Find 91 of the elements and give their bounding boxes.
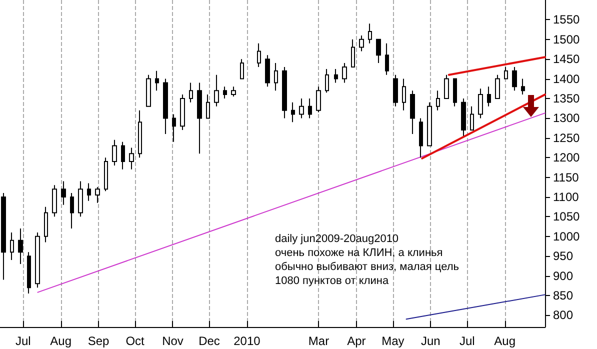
x-tick-label: Aug: [494, 334, 516, 348]
y-tick-label: 850: [553, 288, 574, 302]
y-tick-label: 1250: [553, 130, 580, 145]
candlestick: [274, 62, 278, 92]
candlestick: [512, 66, 517, 92]
candlestick: [487, 86, 491, 107]
candlestick: [495, 74, 500, 99]
candlestick: [10, 232, 14, 261]
candlestick: [155, 70, 159, 92]
candlestick: [521, 78, 525, 96]
candlestick: [265, 54, 270, 88]
candlestick: [121, 141, 125, 170]
x-tick-label: Apr: [347, 334, 366, 348]
candlestick: [351, 38, 355, 68]
candlestick: [393, 74, 398, 107]
candlestick: [359, 34, 364, 52]
y-tick-label: 1350: [553, 91, 580, 106]
candlestick: [112, 139, 117, 166]
candlestick: [282, 66, 287, 119]
candlestick: [291, 102, 295, 123]
candlestick: [70, 192, 74, 230]
candlestick: [376, 38, 381, 64]
candlestick: [146, 74, 151, 107]
candlestick: [206, 94, 210, 119]
candlestick: [27, 252, 31, 294]
x-tick-label: Aug: [50, 334, 72, 348]
y-tick-label: 1400: [553, 72, 580, 86]
candlestick: [453, 78, 457, 107]
candlestick: [436, 90, 440, 111]
candlestick: [385, 42, 389, 76]
candlestick: [240, 58, 244, 80]
candlestick: [444, 74, 449, 99]
candlestick: [504, 66, 508, 80]
y-tick-label: 800: [553, 308, 574, 322]
y-tick-label: 1550: [553, 12, 580, 27]
y-tick-label: 950: [553, 249, 574, 264]
y-tick-label: 1300: [553, 111, 580, 126]
candlestick: [1, 192, 6, 280]
x-tick-label: Oct: [126, 334, 146, 348]
candlestick: [368, 23, 372, 44]
x-tick-label: May: [382, 334, 404, 348]
candlestick: [342, 62, 347, 84]
candlestick: [402, 78, 406, 111]
y-tick-label: 1100: [553, 190, 580, 204]
candlestick: [35, 232, 40, 288]
candlestick: [180, 94, 185, 131]
x-tick-label: Nov: [162, 334, 184, 348]
x-tick-label: Sep: [88, 334, 110, 348]
x-tick-label: Jun: [420, 334, 440, 348]
candlestick: [95, 186, 100, 204]
x-tick-label: Dec: [198, 334, 220, 348]
candlestick: [163, 78, 168, 134]
candlestick: [18, 228, 23, 264]
candlestick: [214, 74, 219, 107]
candlestick: [325, 68, 329, 94]
candlestick: [78, 180, 83, 218]
candlestick: [61, 180, 66, 206]
x-tick-label: Mar: [308, 334, 330, 348]
candlestick: [129, 147, 134, 170]
y-tick-label: 1000: [553, 229, 580, 244]
candlestick: [52, 184, 57, 218]
candlestick: [334, 68, 338, 84]
y-tick-label: 1200: [553, 150, 580, 165]
x-tick-label: Jul: [459, 334, 475, 348]
candlestick: [308, 98, 312, 119]
candlestick: [138, 110, 142, 158]
candlestick: [44, 206, 48, 243]
candlestick: [87, 182, 91, 202]
candlestick: [257, 42, 261, 68]
candlestick: [172, 114, 176, 142]
candlestick: [419, 118, 423, 158]
candlestick: [299, 98, 304, 119]
candlestick: [461, 98, 466, 136]
x-tick-label: Jul: [15, 334, 31, 348]
candlestick: [316, 86, 321, 113]
candlestick: [231, 86, 236, 98]
y-tick-label: 1500: [553, 32, 580, 46]
candlestick: [478, 88, 483, 119]
y-tick-label: 900: [553, 268, 574, 283]
x-tick-label: 2010: [234, 334, 261, 348]
candlestick: [223, 86, 227, 99]
candlestick: [197, 82, 202, 154]
annotation: daily jun2009-20aug2010 очень похоже на КЛИН, а клинья обычно выбивают вниз, малая цель 1080 пунктов от клина: [275, 233, 460, 287]
candlestick: [104, 157, 108, 192]
y-tick-label: 1150: [553, 170, 580, 184]
candlestick: [427, 102, 432, 146]
candlestick: [410, 90, 415, 134]
candlestick: [189, 82, 193, 103]
y-tick-label: 1050: [553, 210, 580, 224]
y-tick-label: 1450: [553, 52, 580, 66]
candlestick: [470, 106, 474, 131]
